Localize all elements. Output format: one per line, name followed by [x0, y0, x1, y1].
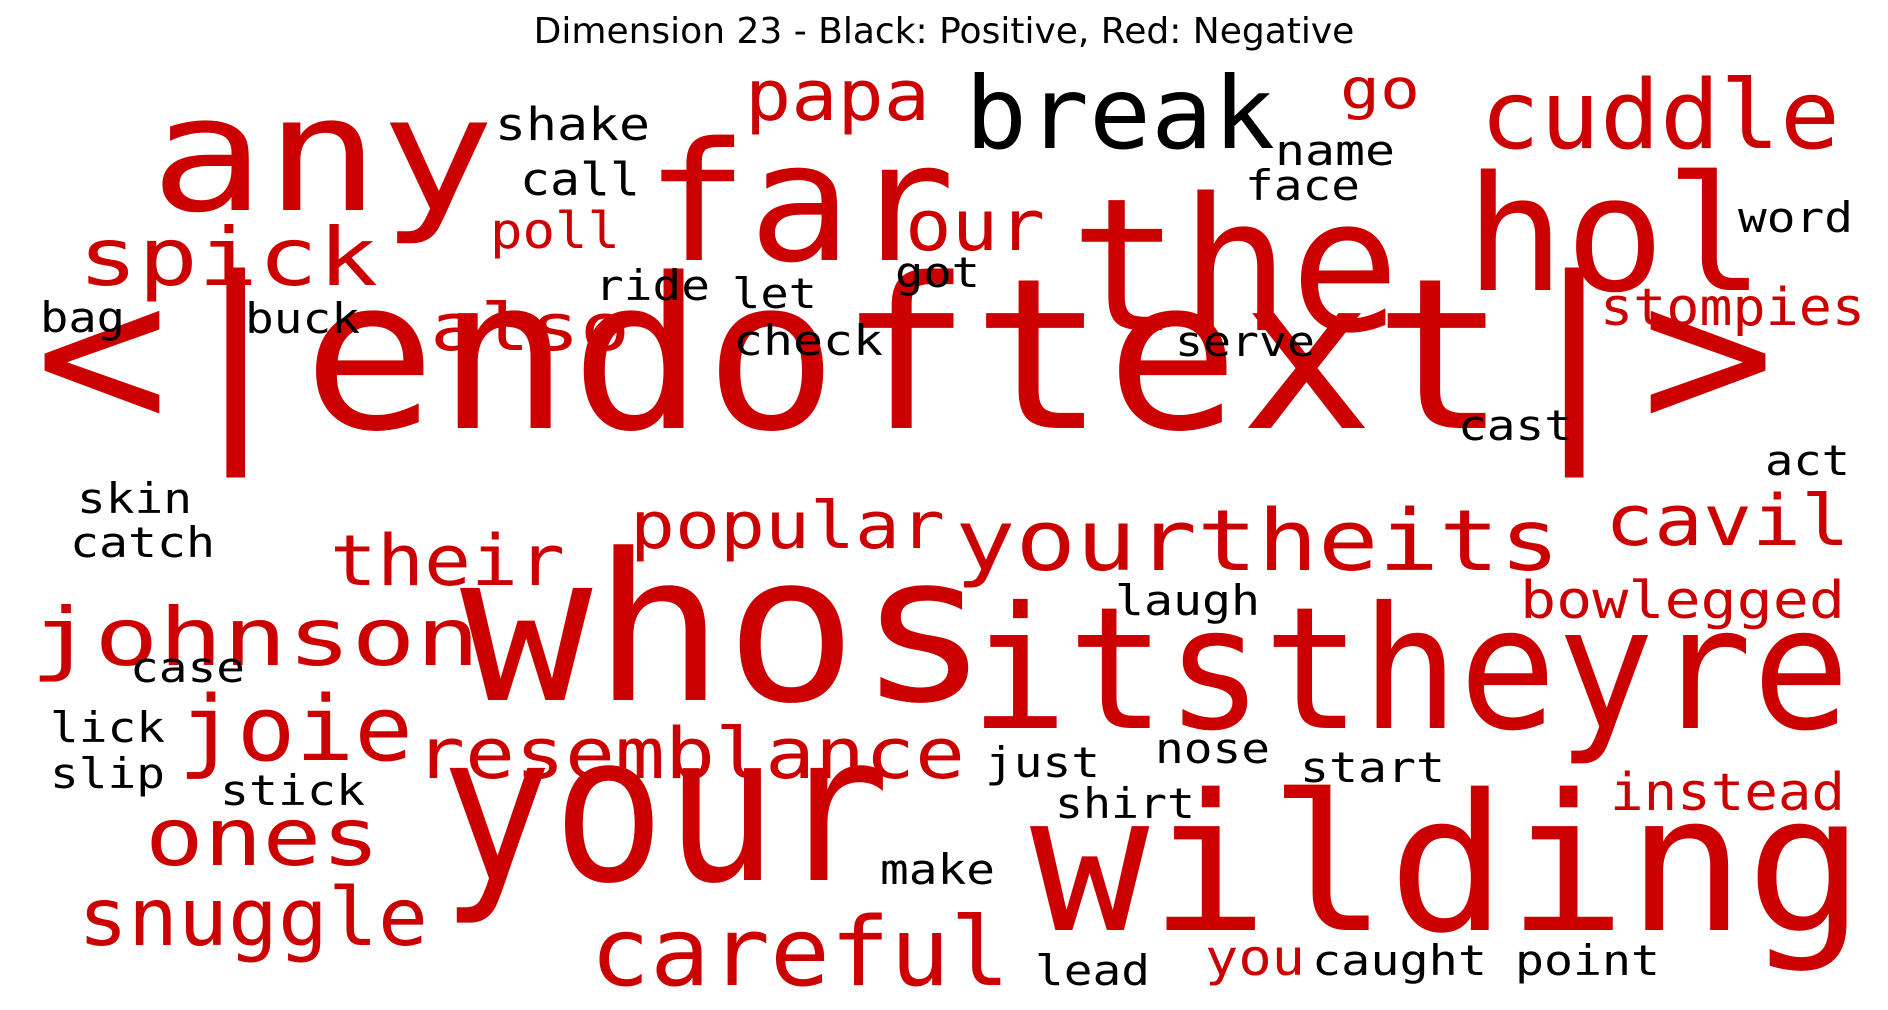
- word-buck: buck: [245, 294, 360, 343]
- word-johnson: johnson: [30, 591, 480, 684]
- word-far: far: [645, 107, 955, 299]
- word-act: act: [1765, 436, 1850, 485]
- word-also: also: [430, 291, 630, 366]
- word-break: break: [965, 55, 1275, 172]
- word-face: face: [1245, 161, 1360, 210]
- word-skin: skin: [77, 474, 192, 523]
- word-catch: catch: [70, 518, 215, 567]
- word-got: got: [895, 248, 980, 297]
- word-case: case: [130, 643, 245, 692]
- word-start: start: [1300, 743, 1445, 792]
- word-papa: papa: [745, 55, 930, 137]
- word-spick: spick: [78, 211, 378, 304]
- word-endoftext: <|endoftext|>: [35, 233, 1775, 478]
- word-wilding: wilding: [1030, 754, 1865, 975]
- word-shake: shake: [495, 98, 650, 151]
- word-cuddle: cuddle: [1480, 61, 1840, 171]
- word-resemblance: resemblance: [415, 713, 965, 795]
- word-let: let: [732, 269, 817, 318]
- word-popular: popular: [630, 489, 945, 564]
- word-their: their: [330, 520, 565, 602]
- word-just: just: [985, 738, 1100, 787]
- word-nose: nose: [1155, 724, 1270, 773]
- word-snuggle: snuggle: [78, 871, 428, 964]
- word-hol: hol: [1465, 141, 1765, 328]
- word-the: the: [1070, 158, 1400, 374]
- word-whos: whos: [460, 511, 990, 749]
- word-poll: poll: [490, 202, 620, 260]
- word-check: check: [733, 316, 883, 365]
- word-point: point: [1515, 936, 1660, 985]
- word-lead: lead: [1035, 946, 1150, 995]
- chart-title: Dimension 23 - Black: Positive, Red: Neg…: [533, 11, 1355, 52]
- word-our: our: [905, 185, 1045, 267]
- word-stompies: stompies: [1600, 278, 1865, 338]
- word-serve: serve: [1175, 317, 1315, 366]
- word-slip: slip: [50, 749, 165, 798]
- word-name: name: [1275, 126, 1395, 175]
- word-ones: ones: [145, 791, 380, 884]
- word-lick: lick: [50, 703, 165, 752]
- word-word: word: [1738, 193, 1853, 242]
- word-yourtheits: yourtheits: [955, 492, 1560, 591]
- word-go: go: [1340, 57, 1420, 121]
- word-bowlegged: bowlegged: [1520, 571, 1845, 631]
- word-cast: cast: [1458, 401, 1573, 450]
- word-instead: instead: [1610, 763, 1845, 823]
- word-bag: bag: [40, 293, 125, 342]
- word-you: you: [1205, 929, 1305, 987]
- word-your: your: [440, 691, 890, 929]
- word-itstheyre: itstheyre: [970, 571, 1850, 769]
- word-shirt: shirt: [1055, 779, 1195, 828]
- word-any: any: [150, 61, 495, 248]
- word-caught: caught: [1312, 936, 1487, 985]
- word-joie: joie: [178, 677, 413, 782]
- word-ride: ride: [595, 261, 710, 310]
- word-cavil: cavil: [1605, 480, 1850, 562]
- word-make: make: [880, 845, 995, 894]
- word-laugh: laugh: [1115, 576, 1260, 625]
- word-stick: stick: [220, 766, 365, 815]
- word-careful: careful: [590, 898, 1010, 1008]
- word-call: call: [520, 153, 640, 206]
